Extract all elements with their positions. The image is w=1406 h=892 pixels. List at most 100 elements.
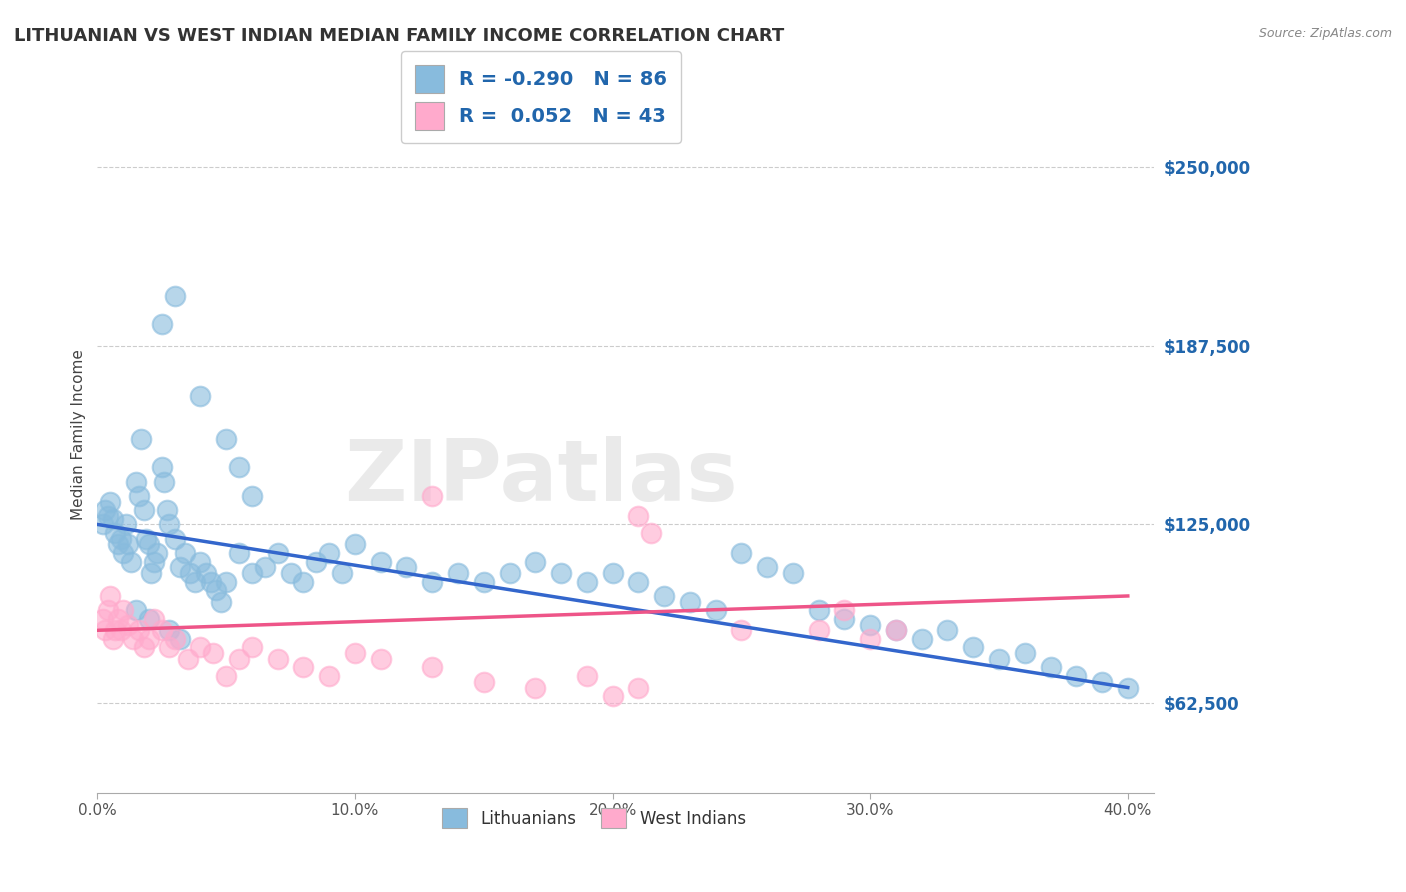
- Point: [120, 555, 142, 569]
- Point: [575, 574, 598, 589]
- Point: [807, 624, 830, 638]
- Point: [472, 674, 495, 689]
- Point: [215, 669, 238, 683]
- Point: [756, 560, 779, 574]
- Point: [911, 632, 934, 646]
- Point: [292, 660, 315, 674]
- Point: [859, 632, 882, 646]
- Point: [330, 566, 353, 580]
- Point: [343, 646, 366, 660]
- Point: [420, 660, 443, 674]
- Point: [228, 652, 250, 666]
- Point: [117, 537, 139, 551]
- Point: [575, 669, 598, 683]
- Point: [730, 546, 752, 560]
- Point: [153, 475, 176, 489]
- Point: [101, 632, 124, 646]
- Text: ZIPatlas: ZIPatlas: [344, 436, 738, 519]
- Point: [884, 624, 907, 638]
- Point: [114, 517, 136, 532]
- Point: [936, 624, 959, 638]
- Point: [91, 517, 114, 532]
- Point: [640, 526, 662, 541]
- Point: [129, 432, 152, 446]
- Point: [859, 617, 882, 632]
- Point: [200, 574, 222, 589]
- Point: [138, 612, 160, 626]
- Point: [627, 508, 650, 523]
- Point: [305, 555, 328, 569]
- Point: [190, 555, 212, 569]
- Point: [1116, 681, 1139, 695]
- Point: [395, 560, 418, 574]
- Point: [145, 546, 167, 560]
- Point: [240, 489, 263, 503]
- Point: [125, 603, 148, 617]
- Point: [194, 566, 217, 580]
- Point: [132, 503, 155, 517]
- Point: [782, 566, 804, 580]
- Point: [112, 603, 135, 617]
- Point: [91, 612, 114, 626]
- Point: [143, 612, 166, 626]
- Point: [550, 566, 572, 580]
- Point: [107, 612, 129, 626]
- Point: [420, 489, 443, 503]
- Point: [240, 640, 263, 655]
- Point: [215, 432, 238, 446]
- Point: [627, 681, 650, 695]
- Point: [627, 574, 650, 589]
- Text: Source: ZipAtlas.com: Source: ZipAtlas.com: [1258, 27, 1392, 40]
- Y-axis label: Median Family Income: Median Family Income: [72, 350, 86, 521]
- Point: [202, 646, 225, 660]
- Point: [159, 640, 181, 655]
- Point: [112, 546, 135, 560]
- Point: [94, 503, 117, 517]
- Point: [524, 681, 547, 695]
- Legend: Lithuanians, West Indians: Lithuanians, West Indians: [436, 802, 752, 834]
- Point: [174, 546, 197, 560]
- Point: [652, 589, 675, 603]
- Point: [135, 532, 157, 546]
- Point: [266, 652, 288, 666]
- Point: [184, 574, 207, 589]
- Point: [884, 624, 907, 638]
- Point: [104, 624, 127, 638]
- Point: [117, 617, 139, 632]
- Point: [524, 555, 547, 569]
- Point: [420, 574, 443, 589]
- Point: [97, 508, 120, 523]
- Point: [1064, 669, 1087, 683]
- Point: [138, 632, 160, 646]
- Point: [101, 512, 124, 526]
- Point: [128, 624, 150, 638]
- Point: [704, 603, 727, 617]
- Point: [156, 503, 179, 517]
- Point: [159, 517, 181, 532]
- Point: [169, 560, 191, 574]
- Point: [176, 652, 198, 666]
- Point: [159, 624, 181, 638]
- Point: [498, 566, 520, 580]
- Point: [253, 560, 276, 574]
- Point: [266, 546, 288, 560]
- Point: [110, 532, 132, 546]
- Point: [138, 537, 160, 551]
- Point: [228, 546, 250, 560]
- Point: [370, 652, 392, 666]
- Point: [97, 603, 120, 617]
- Point: [834, 603, 856, 617]
- Point: [988, 652, 1011, 666]
- Point: [834, 612, 856, 626]
- Point: [318, 669, 340, 683]
- Point: [472, 574, 495, 589]
- Point: [205, 583, 228, 598]
- Point: [447, 566, 470, 580]
- Point: [163, 532, 186, 546]
- Point: [209, 595, 232, 609]
- Point: [141, 566, 163, 580]
- Point: [602, 689, 624, 703]
- Point: [292, 574, 315, 589]
- Point: [1091, 674, 1114, 689]
- Point: [190, 389, 212, 403]
